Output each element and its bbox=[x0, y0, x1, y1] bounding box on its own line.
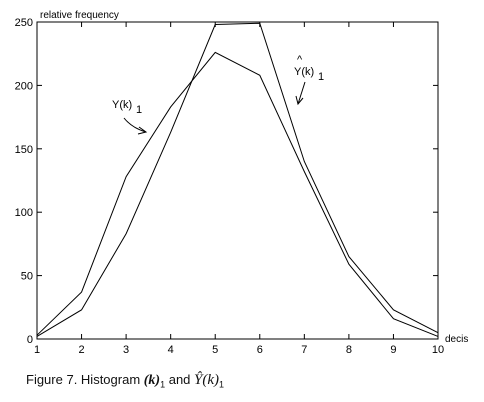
series-observed-annotation: Y(k) 1 bbox=[112, 99, 148, 135]
x-tick-label: 1 bbox=[34, 344, 40, 356]
histogram-chart: relative frequency decis 050100150200250… bbox=[15, 10, 469, 356]
series-line-estimated bbox=[36, 22, 439, 337]
y-tick-label: 150 bbox=[15, 144, 33, 156]
caption-yhat: Ŷ(k) bbox=[194, 372, 220, 388]
series-estimated-arrow bbox=[297, 81, 306, 105]
plot-frame bbox=[36, 21, 439, 340]
figure-caption: Figure 7. Histogram (k)1 and Ŷ(k)1 bbox=[26, 372, 224, 390]
plot-area: 0 50 100 150 200 250 1 2 3 4 5 6 7 8 9 10 bbox=[15, 17, 444, 356]
x-tick-label: 5 bbox=[212, 344, 218, 356]
series-observed-label: Y(k) bbox=[112, 99, 132, 111]
y-tick-label: 50 bbox=[21, 271, 33, 283]
x-tick-label: 6 bbox=[257, 344, 263, 356]
series-observed-arrow bbox=[123, 117, 147, 133]
y-tick-label: 200 bbox=[15, 80, 33, 92]
caption-sub2: 1 bbox=[219, 379, 225, 390]
x-tick-label: 8 bbox=[346, 344, 352, 356]
caption-and: and bbox=[165, 372, 195, 387]
x-tick-label: 10 bbox=[432, 344, 444, 356]
x-tick-label: 2 bbox=[78, 344, 84, 356]
series-observed-subscript: 1 bbox=[136, 104, 142, 116]
series-line-observed bbox=[36, 51, 439, 337]
caption-prefix: Figure 7. Histogram bbox=[26, 372, 144, 387]
x-tick-label: 9 bbox=[390, 344, 396, 356]
series-estimated-arrowhead bbox=[295, 95, 304, 106]
series-estimated-annotation: ^ Y(k) 1 bbox=[294, 54, 324, 106]
x-axis-label: decis bbox=[445, 334, 468, 345]
series-estimated-hat: ^ bbox=[297, 54, 303, 66]
x-tick-label: 4 bbox=[168, 344, 174, 356]
x-tick-label: 7 bbox=[301, 344, 307, 356]
y-tick-label: 250 bbox=[15, 17, 33, 29]
y-axis-label: relative frequency bbox=[40, 10, 119, 21]
caption-sub1: 1 bbox=[160, 379, 166, 390]
caption-k: (k) bbox=[143, 373, 161, 388]
x-tick-label: 3 bbox=[123, 344, 129, 356]
y-tick-label: 0 bbox=[27, 334, 33, 346]
series-estimated-subscript: 1 bbox=[318, 71, 324, 83]
series-observed-arrowhead bbox=[137, 126, 148, 135]
y-tick-label: 100 bbox=[15, 207, 33, 219]
series-estimated-label: Y(k) bbox=[294, 66, 314, 78]
